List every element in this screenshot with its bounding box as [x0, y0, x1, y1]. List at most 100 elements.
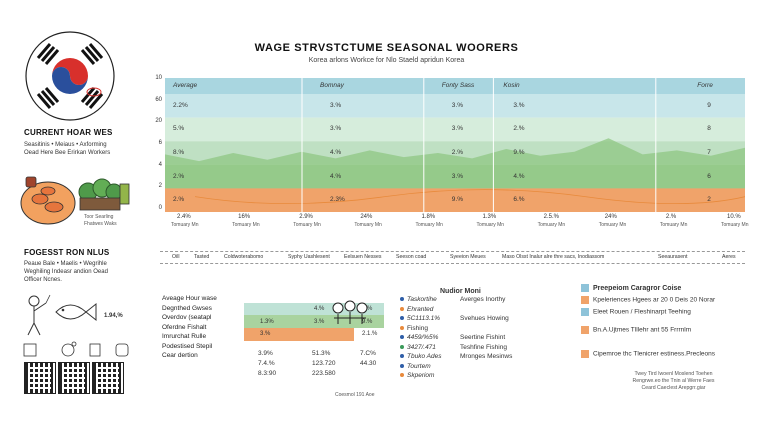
- mid-list-subitem-text: Mronges Mesinws: [460, 353, 513, 360]
- x-tick-sublabel: Tomuary Mn: [354, 222, 382, 228]
- mid-list-subitem-text: Teshfine Fishing: [460, 343, 507, 351]
- legend-note-line: Twey Tird Iwoenl Moslend Toehen: [634, 371, 713, 377]
- mid-list-item: 5C1113.1%: [400, 315, 440, 323]
- legend-item: Bn.A.Ujtmes Tlllehr ant 55 Frrrnlm: [581, 326, 691, 335]
- chart-cell-2-0: 8.%: [173, 149, 185, 156]
- mid-list-item-text: Tbuko Ades: [407, 353, 442, 360]
- main-chart-svg: [165, 78, 745, 212]
- bottom-table-label: Aveage Hour wase: [162, 295, 217, 302]
- category-strip-item: Seeson coad: [396, 254, 427, 260]
- bottom-extra-cell-1-2: 44.30: [360, 360, 377, 367]
- mid-list-item: 4459/%5%: [400, 334, 438, 342]
- mid-list-item: Tbuko Ades: [400, 353, 441, 361]
- x-tick-sublabel: Tomuary Mn: [476, 222, 505, 228]
- bottom-table-label: Degnthed Gwses: [162, 304, 212, 312]
- x-tick-sublabel: Tomuary Mn: [721, 222, 749, 228]
- qr-code-3[interactable]: [92, 362, 124, 394]
- bottom-extra-cell-0-2: 7.C%: [360, 350, 376, 357]
- x-tick-label: 2.4%: [177, 214, 191, 220]
- legend-swatch: [581, 296, 589, 304]
- y-tick-label: 0: [158, 205, 162, 211]
- mid-list-item-text: 3427/.471: [407, 343, 436, 351]
- fish-icon: [55, 302, 97, 322]
- chart-cell-4-1: 2.3%: [330, 196, 345, 204]
- mid-list-subitem-text: Averges Inorthy: [460, 296, 506, 303]
- mid-list-subitem: Fishing: [400, 325, 428, 333]
- bottom-bar-cell-1-2: 9.%: [362, 318, 373, 325]
- chart-cell-2-2: 2.%: [451, 149, 463, 156]
- legend-text: Eleet Rouen / Fleshinarpt Teehing: [593, 308, 691, 316]
- category-strip-item: Aeres: [722, 254, 736, 260]
- bottom-extra-cell-1-0: 7.4.%: [258, 360, 275, 367]
- x-tick-sublabel: Tomuary Mn: [415, 222, 443, 228]
- legend-text: Cipemroe thc Tlenicrer estiness.Precleon…: [593, 350, 715, 358]
- x-tick-sublabel: Tomuary Mn: [171, 222, 199, 228]
- mid-list-item: Tourtem: [400, 363, 431, 371]
- y-tick-label: 6: [158, 140, 162, 146]
- legend-note-line: Rengrwe.eo the Tnin al Werre Faes: [632, 378, 715, 384]
- qr-code-1[interactable]: [24, 362, 56, 394]
- category-strip-item: Syeeion Meues: [450, 254, 486, 260]
- bullet-dot-icon: [400, 335, 404, 340]
- legend-item: Preepeiom Caragror Coise: [581, 284, 681, 294]
- bottom-table-label: Imrurchat Rulle: [162, 333, 207, 340]
- chart-cell-0-2: 3.%: [451, 101, 463, 109]
- mid-list-item-text: Ehranted: [407, 305, 434, 313]
- bullet-dot-icon: [400, 325, 404, 330]
- category-strip-item: Tasted: [194, 254, 210, 260]
- bottom-bar-cell-0-1: 4.%: [314, 306, 325, 312]
- vegetables-caption-2: Fhatwes Waks: [84, 221, 117, 227]
- chart-band-0: [165, 94, 745, 118]
- x-tick-sublabel: Tomuary Mn: [659, 222, 688, 228]
- qr-code-2[interactable]: [58, 362, 90, 394]
- legend-swatch: [581, 326, 589, 334]
- mid-list-heading: Nudior Moni: [440, 288, 481, 295]
- chart-cell-2-4: 7: [707, 149, 711, 156]
- bottom-bar-cell-1-1: 3.%: [314, 318, 325, 325]
- forecast-line-2: Weghiling Indeasr andion Oead: [24, 269, 108, 275]
- x-tick-label: 16%: [238, 214, 251, 220]
- x-tick-label: 2.5.%: [543, 214, 559, 220]
- vegetables-caption-1: Toor Searling: [84, 214, 114, 220]
- bullet-dot-icon: [400, 297, 404, 302]
- chart-cell-3-3: 4.%: [513, 172, 525, 180]
- forecast-line-3: Officer Ncnes.: [24, 277, 62, 283]
- chart-header-band: [165, 78, 745, 94]
- legend-text: Preepeiom Caragror Coise: [593, 284, 682, 292]
- x-tick-label: 24%: [360, 214, 373, 220]
- bottom-extra-cell-1-1: 123.720: [312, 360, 336, 367]
- mid-list-item-text: Tourtem: [407, 362, 431, 370]
- chart-cell-4-2: 9.%: [451, 196, 463, 204]
- current-hours-line-2: Oead Here Bee Erirkan Workers: [24, 150, 111, 156]
- y-tick-label: 20: [155, 118, 162, 125]
- bullet-dot-icon: [400, 344, 404, 349]
- bottom-extra-cell-2-0: 8.3:90: [258, 370, 277, 377]
- mid-list-subitem: Teshfine Fishing: [460, 344, 507, 352]
- chart-cell-0-1: 3.%: [330, 101, 342, 109]
- category-strip-item: Coldwoterabomo: [224, 254, 264, 260]
- y-tick-label: 2: [158, 183, 162, 190]
- mid-list-subitem-text: Fishing: [407, 324, 428, 332]
- chart-cell-1-4: 8: [707, 125, 711, 133]
- mid-list-subitem-text: Seertine Fishint: [460, 334, 506, 341]
- fish-value: 1.94,%: [104, 313, 123, 319]
- current-hours-line-1: Seasitinis • Meiaus • Axforming: [24, 142, 107, 148]
- category-strip-item: Syphy Uashlesent: [288, 254, 330, 260]
- chart-band-1: [165, 117, 745, 142]
- legend-item: Cipemroe thc Tlenicrer estiness.Precleon…: [581, 350, 715, 359]
- chart-cell-0-4: 9: [707, 101, 711, 109]
- chart-col-header-0: Average: [173, 82, 198, 89]
- current-hours-heading: CURRENT HOAR WES: [24, 128, 113, 137]
- x-tick-label: 2.%: [665, 214, 677, 220]
- x-tick-sublabel: Tomuary Mn: [232, 222, 260, 228]
- category-strip-item: Eelsuen Nesses: [344, 254, 382, 260]
- x-tick-label: 1.3%: [482, 214, 497, 220]
- forecast-line-1: Peaue Bale • Maelis • Wegrihle: [24, 261, 107, 267]
- mid-list-item: 3427/.471: [400, 344, 436, 352]
- chart-cell-3-4: 6: [707, 172, 711, 180]
- bottom-bar-cell-1-0: 1.3%: [260, 318, 274, 325]
- x-tick-label: 2.9%: [299, 214, 313, 220]
- forecast-heading: FOGESST RON NLUS: [24, 248, 110, 257]
- chart-cell-4-4: 2: [707, 196, 711, 204]
- chart-cell-1-1: 3.%: [330, 125, 342, 133]
